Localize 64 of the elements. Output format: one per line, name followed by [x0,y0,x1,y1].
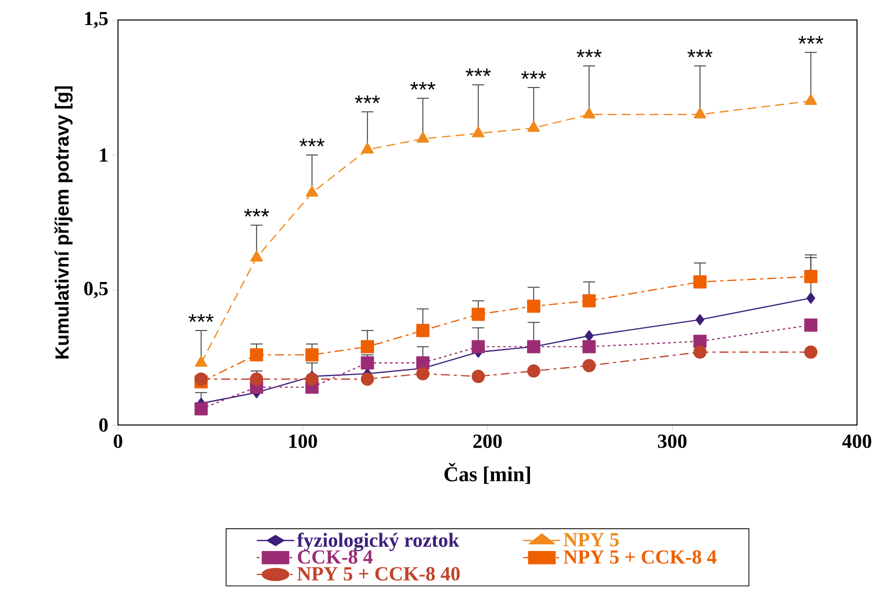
point [472,370,485,383]
point [472,340,485,354]
point [527,120,540,132]
annotation: *** [466,68,491,76]
annotation: *** [521,71,546,79]
y-tick-label: 0,5 [84,282,108,298]
point [693,275,707,288]
x-tick-label: 300 [658,434,686,448]
point [582,340,596,354]
point [527,364,540,378]
point [527,300,540,313]
point [250,348,264,362]
legend-label: CCK-8 4 [298,550,373,564]
point [804,318,818,332]
point [250,372,264,386]
point [416,132,430,143]
point [305,372,319,386]
y-axis-title: Kumulativní příjem potravy [g] [54,86,73,358]
x-tick-label: 400 [842,434,872,448]
x-tick-label: 200 [473,434,502,448]
x-axis-title: Čas [min] [444,462,530,484]
point [305,348,319,362]
point [804,346,818,359]
point [361,142,374,154]
annotation: *** [798,36,824,44]
point [584,330,594,342]
point [582,294,596,308]
point [693,334,707,348]
annotation: *** [188,314,214,322]
annotation: *** [576,50,602,58]
legend-label: fyziologický roztok [297,532,460,552]
point [194,372,208,386]
point [472,308,485,321]
point [416,324,430,338]
point [360,356,374,370]
point [694,107,706,118]
annotation: *** [687,50,712,58]
y-tick-label: 1,5 [85,12,108,28]
annotation: *** [354,95,380,104]
legend-label: NPY 5 + CCK-8 4 [564,550,716,564]
point [194,402,208,416]
point [416,356,430,370]
point [472,126,484,138]
point [360,340,374,354]
point [804,94,818,105]
point [250,250,263,262]
point [582,359,596,372]
point [416,367,430,380]
point [306,186,318,197]
annotation: *** [300,138,324,146]
annotation: *** [410,82,436,90]
point [804,270,818,284]
point [806,292,816,304]
x-tick-label: 100 [289,434,317,448]
y-tick-label: 0 [99,418,108,432]
point [696,314,704,326]
x-tick-label: 0 [114,434,122,448]
point [360,372,374,386]
legend-label: NPY 5 + CCK-8 40 [297,567,460,581]
legend-label: NPY 5 [564,533,619,546]
annotation: *** [244,208,270,217]
y-tick-label: 1 [100,148,108,162]
point [693,346,707,359]
point [582,107,596,118]
